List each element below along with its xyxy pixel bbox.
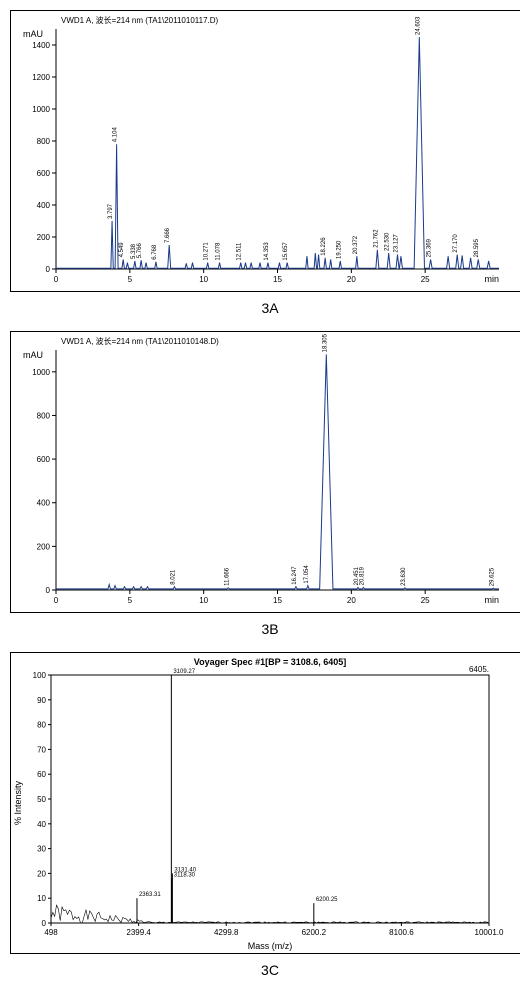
svg-text:10: 10: [199, 596, 208, 605]
panel-label: 3B: [10, 621, 520, 637]
svg-text:200: 200: [37, 542, 51, 551]
svg-text:2399.4: 2399.4: [126, 928, 151, 937]
svg-text:10: 10: [199, 275, 208, 284]
svg-text:min: min: [484, 595, 499, 605]
chart-title: Voyager Spec #1[BP = 3108.6, 6405]: [11, 657, 520, 667]
svg-text:1400: 1400: [32, 41, 50, 50]
svg-text:20: 20: [347, 275, 356, 284]
svg-text:7.666: 7.666: [165, 227, 171, 243]
svg-text:5.766: 5.766: [137, 243, 143, 259]
svg-text:3131.40: 3131.40: [174, 867, 196, 873]
chart-area: 0 200 400 600 800 1000 1200 1400 mAU 0 5 10 15 20 25 mi…: [11, 11, 520, 291]
svg-text:8100.6: 8100.6: [389, 928, 414, 937]
svg-text:8.021: 8.021: [170, 569, 176, 585]
svg-text:0: 0: [46, 265, 51, 274]
svg-text:28.595: 28.595: [474, 238, 480, 257]
svg-text:40: 40: [37, 820, 46, 829]
panel-label: 3A: [10, 300, 520, 316]
svg-text:600: 600: [37, 455, 51, 464]
svg-text:15: 15: [273, 275, 282, 284]
svg-text:1200: 1200: [32, 73, 50, 82]
svg-text:23.630: 23.630: [401, 567, 407, 586]
svg-text:5.338: 5.338: [131, 243, 137, 259]
svg-text:600: 600: [37, 169, 51, 178]
svg-text:10: 10: [37, 894, 46, 903]
svg-text:100: 100: [33, 671, 47, 680]
svg-text:% Intensity: % Intensity: [13, 780, 23, 825]
svg-text:mAU: mAU: [23, 29, 43, 39]
svg-text:1000: 1000: [32, 368, 50, 377]
svg-text:60: 60: [37, 770, 46, 779]
svg-text:0: 0: [54, 596, 59, 605]
svg-text:20.819: 20.819: [359, 566, 365, 585]
svg-text:25.369: 25.369: [427, 238, 433, 257]
svg-text:15.657: 15.657: [283, 242, 289, 261]
svg-text:20: 20: [37, 869, 46, 878]
svg-text:498: 498: [44, 928, 58, 937]
chart-area: 0 200 400 600 800 1000 mAU 0 5 10 15 20 25 min 8.021 11…: [11, 332, 520, 612]
svg-text:21.762: 21.762: [373, 229, 379, 248]
svg-text:800: 800: [37, 411, 51, 420]
svg-text:Mass (m/z): Mass (m/z): [248, 941, 293, 951]
svg-text:4299.8: 4299.8: [214, 928, 239, 937]
svg-text:12.511: 12.511: [237, 242, 243, 261]
svg-text:400: 400: [37, 499, 51, 508]
chart-title: VWD1 A, 波长=214 nm (TA1\2011010148.D): [61, 336, 219, 347]
svg-text:19.250: 19.250: [336, 240, 342, 259]
svg-text:6200.25: 6200.25: [316, 897, 338, 903]
svg-text:18.305: 18.305: [322, 333, 328, 352]
svg-text:3.797: 3.797: [108, 203, 114, 219]
svg-text:90: 90: [37, 696, 46, 705]
svg-text:14.353: 14.353: [264, 242, 270, 261]
panel-C: Voyager Spec #1[BP = 3108.6, 6405] 0 10 20 3…: [10, 652, 520, 954]
svg-text:mAU: mAU: [23, 350, 43, 360]
svg-text:6200.2: 6200.2: [302, 928, 327, 937]
svg-text:0: 0: [42, 919, 47, 928]
svg-text:25: 25: [421, 596, 430, 605]
svg-text:24.603: 24.603: [415, 16, 421, 35]
svg-text:25: 25: [421, 275, 430, 284]
panel-B: VWD1 A, 波长=214 nm (TA1\2011010148.D)0200…: [10, 331, 520, 613]
svg-text:18.226: 18.226: [321, 237, 327, 256]
svg-text:30: 30: [37, 845, 46, 854]
svg-text:20: 20: [347, 596, 356, 605]
chart-area: 0 10 20 30 40 50 60 70 80 90 100 % Intensity 498 2399…: [11, 653, 520, 953]
svg-text:800: 800: [37, 137, 51, 146]
svg-text:22.530: 22.530: [385, 232, 391, 251]
svg-text:5: 5: [128, 596, 133, 605]
svg-text:70: 70: [37, 745, 46, 754]
svg-text:0: 0: [54, 275, 59, 284]
svg-text:4.104: 4.104: [113, 127, 119, 143]
svg-text:3109.27: 3109.27: [173, 669, 195, 675]
svg-text:11.666: 11.666: [224, 567, 230, 586]
svg-text:29.625: 29.625: [489, 567, 495, 586]
svg-text:16.247: 16.247: [292, 566, 298, 585]
svg-text:5: 5: [128, 275, 133, 284]
panel-label: 3C: [10, 962, 520, 978]
panel-A: VWD1 A, 波长=214 nm (TA1\2011010117.D)0200…: [10, 10, 520, 292]
svg-text:10.271: 10.271: [204, 242, 210, 261]
svg-text:23.127: 23.127: [394, 234, 400, 253]
svg-text:min: min: [484, 274, 499, 284]
svg-text:200: 200: [37, 233, 51, 242]
svg-text:4.549: 4.549: [119, 242, 125, 258]
svg-text:20.372: 20.372: [353, 235, 359, 254]
svg-text:400: 400: [37, 201, 51, 210]
svg-text:15: 15: [273, 596, 282, 605]
svg-text:2363.31: 2363.31: [139, 892, 161, 898]
svg-text:10001.0: 10001.0: [475, 928, 504, 937]
svg-text:50: 50: [37, 795, 46, 804]
svg-text:6.768: 6.768: [152, 244, 158, 260]
svg-text:27.170: 27.170: [453, 234, 459, 253]
svg-text:17.054: 17.054: [304, 565, 310, 584]
svg-text:1000: 1000: [32, 105, 50, 114]
svg-text:0: 0: [46, 586, 51, 595]
svg-text:11.078: 11.078: [216, 242, 222, 261]
chart-title: VWD1 A, 波长=214 nm (TA1\2011010117.D): [61, 15, 218, 26]
svg-text:80: 80: [37, 721, 46, 730]
